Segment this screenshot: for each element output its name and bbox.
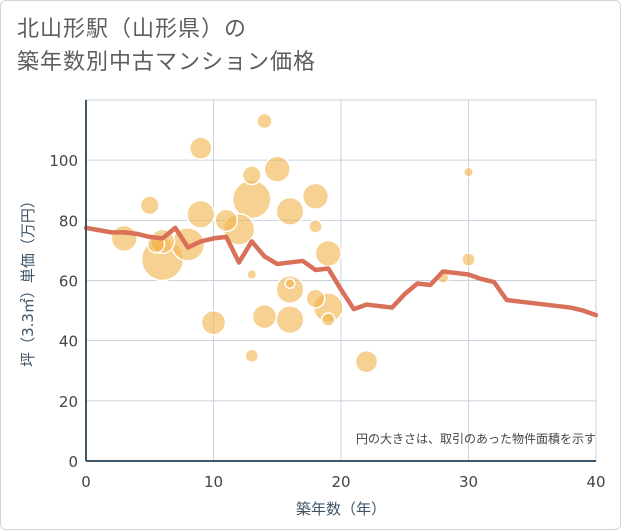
bubble-point [244, 348, 260, 364]
bubble-point [263, 155, 291, 183]
bubble-point [284, 277, 296, 290]
bubble-point [462, 166, 475, 178]
tick-labels: 0 20 40 60 80 100 0 10 20 30 40 [49, 152, 605, 491]
bubble-series [110, 112, 476, 374]
y-axis-label: 坪（3.3㎡）単価（万円） [19, 193, 37, 367]
bubble-point [214, 208, 239, 233]
x-axis-label: 築年数（年） [296, 500, 386, 518]
bubble-point [139, 195, 160, 216]
bubble-point [320, 312, 336, 327]
bubble-point [308, 219, 323, 234]
bubble-point [256, 112, 273, 130]
y-tick-label: 60 [59, 273, 78, 291]
bubble-point [110, 224, 138, 253]
bubble-point [188, 136, 213, 160]
grid-lines [85, 99, 597, 462]
chart-title: 北山形駅（山形県）の 築年数別中古マンション価格 [17, 13, 316, 79]
bubble-size-note: 円の大きさは、取引のあった物件面積を示す [356, 431, 596, 446]
bubble-point [275, 274, 305, 305]
trend-line-series [83, 225, 599, 318]
title-line-1: 北山形駅（山形県）の [17, 17, 248, 42]
bubble-point [275, 196, 305, 226]
y-tick-label: 80 [59, 212, 78, 230]
x-tick-label: 40 [586, 473, 605, 491]
bubble-point [231, 179, 272, 220]
trend-line [83, 225, 599, 318]
bubble-point [275, 305, 305, 335]
bubble-point [186, 199, 216, 229]
title-line-2: 築年数別中古マンション価格 [17, 50, 317, 75]
y-tick-label: 20 [59, 393, 78, 411]
x-tick-label: 20 [331, 473, 350, 491]
y-tick-label: 0 [68, 453, 78, 471]
bubble-point [461, 252, 476, 267]
bubble-point [200, 309, 227, 336]
axes [85, 100, 596, 462]
bubble-point [354, 349, 379, 374]
bubble-point [241, 165, 262, 186]
x-tick-label: 0 [81, 473, 91, 491]
x-tick-label: 30 [459, 473, 478, 491]
y-tick-label: 40 [59, 333, 78, 351]
y-tick-label: 100 [49, 152, 78, 170]
bubble-point [301, 182, 330, 210]
bubble-point [251, 303, 278, 330]
x-tick-label: 10 [204, 473, 223, 491]
bubble-point [314, 239, 342, 268]
bubble-point [246, 268, 258, 281]
bubble-point [305, 288, 326, 309]
